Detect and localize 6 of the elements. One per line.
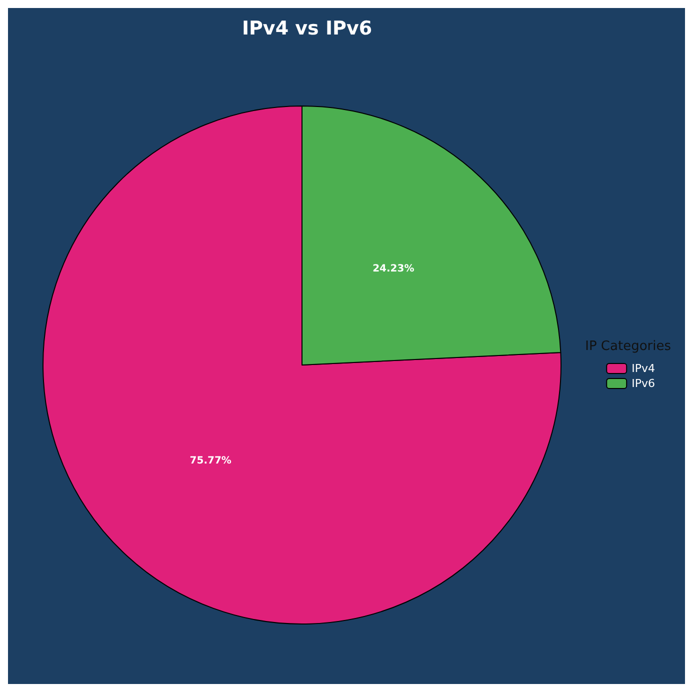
data-label: 75.77% <box>190 455 232 466</box>
chart-title: IPv4 vs IPv6 <box>242 18 372 40</box>
data-label: 24.23% <box>372 264 414 275</box>
legend-title: IP Categories <box>585 339 672 354</box>
legend-label: IPv6 <box>632 377 656 390</box>
legend-label: IPv4 <box>632 362 656 375</box>
